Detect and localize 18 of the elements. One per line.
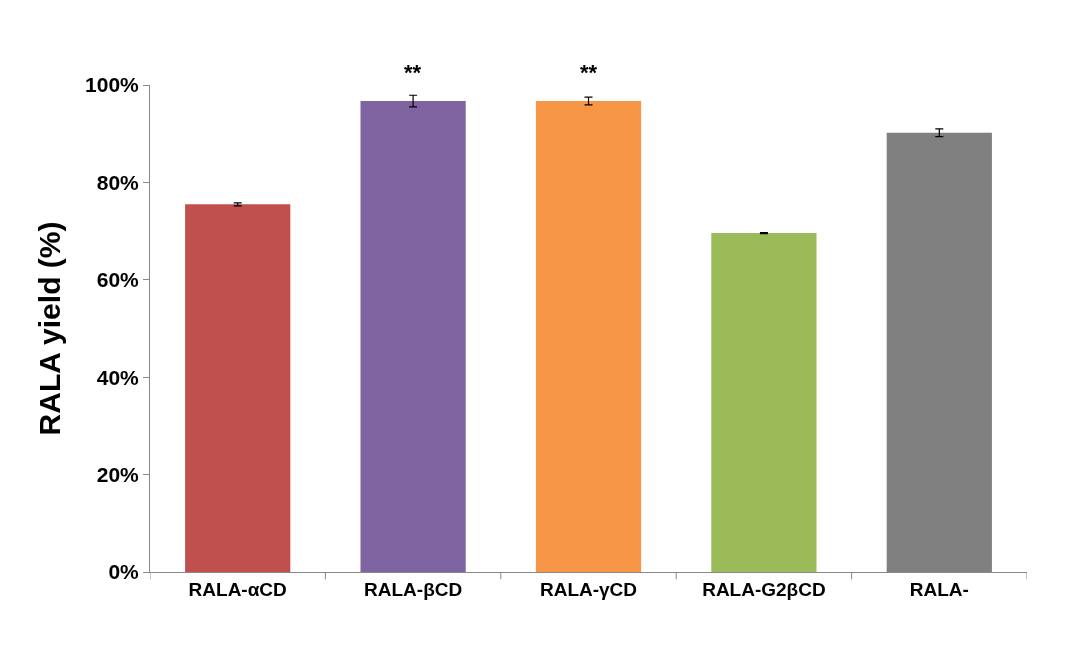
- x-tick-label: RALA-: [909, 578, 969, 600]
- x-tick-label: RALA-γCD: [539, 578, 638, 600]
- y-tick-label: 100%: [85, 73, 140, 97]
- y-axis-title: RALA yield (%): [33, 221, 67, 436]
- bar: [535, 101, 642, 572]
- annotation: **: [404, 60, 422, 85]
- y-tick-label: 40%: [96, 365, 140, 389]
- bar: [711, 233, 817, 572]
- bar: [185, 204, 291, 572]
- x-tick-label: RALA-αCD: [188, 578, 287, 600]
- y-tick-label: 60%: [96, 268, 140, 292]
- annotation: **: [580, 60, 598, 85]
- x-tick-label: RALA-G2βCD: [702, 578, 826, 600]
- x-tick-label: RALA-βCD: [364, 578, 463, 600]
- y-tick-label: 0%: [108, 560, 140, 584]
- y-tick-label: 80%: [96, 170, 140, 194]
- y-tick-label: 20%: [96, 462, 140, 486]
- bar: [360, 101, 466, 572]
